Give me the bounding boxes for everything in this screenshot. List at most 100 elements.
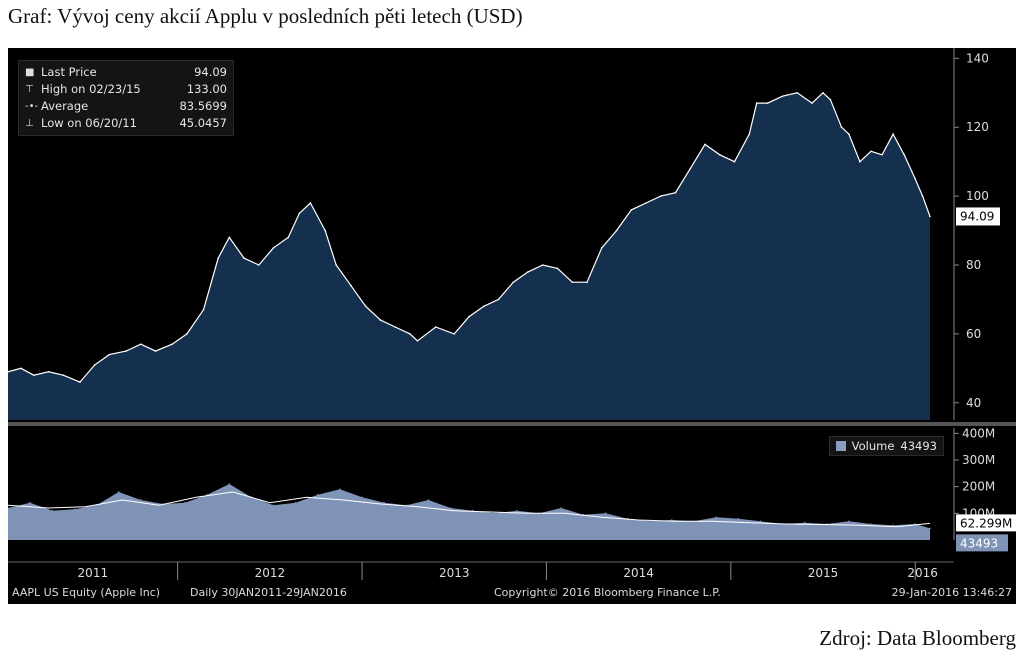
volume-average-label: 62.299M <box>960 516 1012 530</box>
price-point <box>674 191 677 194</box>
price-point <box>93 364 96 366</box>
volume-point <box>117 491 120 493</box>
footer-range: Daily 30JAN2011-29JAN2016 <box>190 586 347 599</box>
volume-average-label-bg <box>956 514 1016 532</box>
square-icon: ■ <box>25 67 35 78</box>
volume-point <box>383 501 386 504</box>
price-point <box>258 264 260 266</box>
legend-row-low: ⊥ Low on 06/20/11 45.0457 <box>25 115 227 132</box>
chart-caption: Graf: Vývoj ceny akcií Applu v posledníc… <box>8 4 523 28</box>
legend-label: High on 02/23/15 <box>41 82 141 96</box>
price-point <box>140 343 142 346</box>
price-point <box>822 92 824 94</box>
price-y-tick-label: 40 <box>966 396 981 410</box>
price-point <box>154 350 157 352</box>
price-point <box>755 102 758 104</box>
footer-timestamp: 29-Jan-2016 13:46:27 <box>891 586 1012 599</box>
price-y-tick-label: 80 <box>966 258 981 272</box>
legend-value: 133.00 <box>186 82 227 96</box>
x-tick-label: 2013 <box>439 566 470 580</box>
volume-point <box>715 516 717 519</box>
volume-point <box>759 520 762 523</box>
last-price-label: 94.09 <box>960 209 994 223</box>
price-point <box>186 333 188 335</box>
price-area <box>8 92 930 421</box>
price-point <box>217 257 219 259</box>
volume-point <box>604 512 607 515</box>
volume-point <box>294 501 297 504</box>
price-point <box>47 371 50 373</box>
price-point <box>394 326 397 328</box>
volume-point <box>737 517 739 520</box>
price-point <box>379 319 382 321</box>
price-point <box>615 229 618 232</box>
volume-average-line <box>8 491 931 528</box>
volume-point <box>671 519 673 521</box>
volume-point <box>892 524 894 527</box>
price-point <box>903 154 905 156</box>
x-tick-label: 2014 <box>623 566 654 580</box>
price-point <box>171 343 173 346</box>
legend-row-average: -•- Average 83.5699 <box>25 98 227 115</box>
volume-point <box>929 527 931 530</box>
price-point <box>881 154 883 156</box>
price-point <box>79 381 81 383</box>
price-point <box>108 353 111 356</box>
volume-legend-label: Volume <box>851 439 895 453</box>
price-point <box>324 229 327 232</box>
chart-canvas: 40608010012014094.09100M200M300M400M62.2… <box>8 48 1016 580</box>
price-point <box>660 195 662 197</box>
price-point <box>309 202 312 204</box>
price-y-tick-label: 60 <box>966 327 981 341</box>
volume-point <box>73 508 76 511</box>
panel-separator <box>8 422 1016 426</box>
price-point <box>125 350 127 352</box>
price-y-tick-label: 120 <box>966 120 989 134</box>
volume-last-label: 43493 <box>960 536 998 550</box>
price-point <box>8 371 9 373</box>
volume-point <box>449 507 452 509</box>
legend-row-high: ⊤ High on 02/23/15 133.00 <box>25 81 227 98</box>
volume-point <box>803 521 806 524</box>
average-marker-icon: -•- <box>25 101 39 112</box>
high-marker-icon: ⊤ <box>25 84 34 95</box>
volume-point <box>51 509 54 512</box>
price-point <box>62 374 65 377</box>
volume-point <box>361 496 363 499</box>
price-point <box>435 326 437 328</box>
x-tick-label: 2011 <box>78 566 109 580</box>
price-point <box>243 257 245 259</box>
volume-point <box>560 507 562 509</box>
price-point <box>630 209 633 211</box>
price-point <box>929 215 931 218</box>
price-point <box>228 236 231 239</box>
price-point <box>556 267 559 270</box>
price-point <box>483 305 485 308</box>
volume-y-tick-label: 200M <box>962 480 995 494</box>
volume-point <box>184 501 186 504</box>
x-tick-label: 2012 <box>255 566 286 580</box>
price-point <box>350 284 352 287</box>
price-point <box>811 102 813 104</box>
footer-copyright: Copyright© 2016 Bloomberg Finance L.P. <box>494 586 721 599</box>
volume-point <box>272 504 275 507</box>
price-point <box>202 309 205 311</box>
price-point <box>829 98 832 101</box>
price-point <box>601 247 603 249</box>
volume-swatch-icon <box>835 441 846 451</box>
price-point <box>497 298 500 301</box>
legend-value: 94.09 <box>194 65 227 79</box>
bloomberg-chart-panel: 40 60 80 100 120 140 94.09 100M 200M 300M 400M 62.2… <box>8 48 1016 604</box>
price-point <box>20 367 22 370</box>
x-tick-label: 2015 <box>808 566 839 580</box>
legend-label: Low on 06/20/11 <box>41 116 137 130</box>
last-price-label-bg <box>956 207 1000 226</box>
price-point <box>542 264 544 266</box>
volume-y-tick-label: 400M <box>962 426 995 440</box>
price-point <box>409 333 411 335</box>
price-point <box>733 160 736 163</box>
volume-last-label-bg <box>956 534 1008 552</box>
price-point <box>748 133 751 135</box>
price-point <box>840 126 843 128</box>
low-marker-icon: ⊥ <box>25 118 34 129</box>
